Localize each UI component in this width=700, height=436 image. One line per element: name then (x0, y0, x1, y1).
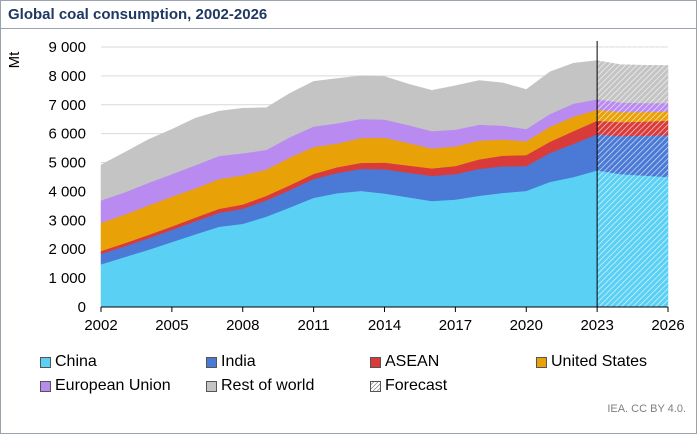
y-tick-label: 2 000 (48, 241, 86, 258)
legend-swatch-india (206, 356, 217, 368)
legend-item-european-union: European Union (40, 377, 171, 395)
legend-item-asean: ASEAN (370, 353, 439, 371)
y-tick-label: 8 000 (48, 68, 86, 85)
legend-item-united-states: United States (536, 353, 647, 371)
y-tick-label: 6 000 (48, 126, 86, 143)
x-tick-label: 2014 (368, 317, 401, 334)
legend-item-forecast: Forecast (370, 377, 447, 395)
y-axis-label: Mt (6, 51, 23, 68)
legend-label-asean: ASEAN (385, 353, 440, 370)
title-divider (0, 28, 697, 29)
forecast-hatch (597, 47, 668, 307)
legend-label-european-union: European Union (55, 377, 171, 394)
legend-swatch-asean (370, 356, 381, 368)
legend-label-united-states: United States (551, 353, 648, 370)
x-tick-label: 2002 (84, 317, 117, 334)
y-tick-label: 3 000 (48, 212, 86, 229)
chart-title: Global coal consumption, 2002-2026 (8, 6, 268, 23)
x-tick-label: 2017 (439, 317, 472, 334)
x-tick-label: 2026 (651, 317, 684, 334)
legend-swatch-united-states (536, 356, 547, 368)
y-tick-label: 0 (78, 299, 86, 316)
legend-swatch-china (40, 356, 51, 368)
x-tick-label: 2005 (155, 317, 188, 334)
area-series (100, 60, 669, 308)
legend: China India ASEAN United States European… (40, 353, 680, 401)
legend-swatch-forecast (370, 380, 381, 392)
x-tick-label: 2020 (510, 317, 543, 334)
credit-text: IEA. CC BY 4.0. (607, 403, 686, 415)
legend-swatch-rest-of-world (206, 380, 217, 392)
y-tick-label: 9 000 (48, 39, 86, 56)
axes: 0 1 000 2 000 3 000 4 000 5 000 6 000 7 000 8 00… (48, 39, 684, 334)
forecast-overlay (596, 41, 668, 307)
y-tick-label: 1 000 (48, 270, 86, 287)
x-tick-label: 2008 (226, 317, 259, 334)
legend-label-rest-of-world: Rest of world (221, 377, 315, 394)
legend-item-rest-of-world: Rest of world (206, 377, 314, 395)
legend-item-india: India (206, 353, 256, 371)
x-tick-label: 2023 (580, 317, 613, 334)
y-tick-label: 7 000 (48, 97, 86, 114)
y-tick-label: 4 000 (48, 183, 86, 200)
legend-item-china: China (40, 353, 97, 371)
legend-label-china: China (55, 353, 97, 370)
x-tick-label: 2011 (297, 317, 329, 334)
y-tick-label: 5 000 (48, 155, 86, 172)
legend-label-india: India (221, 353, 256, 370)
legend-swatch-european-union (40, 380, 51, 392)
legend-label-forecast: Forecast (385, 377, 448, 394)
